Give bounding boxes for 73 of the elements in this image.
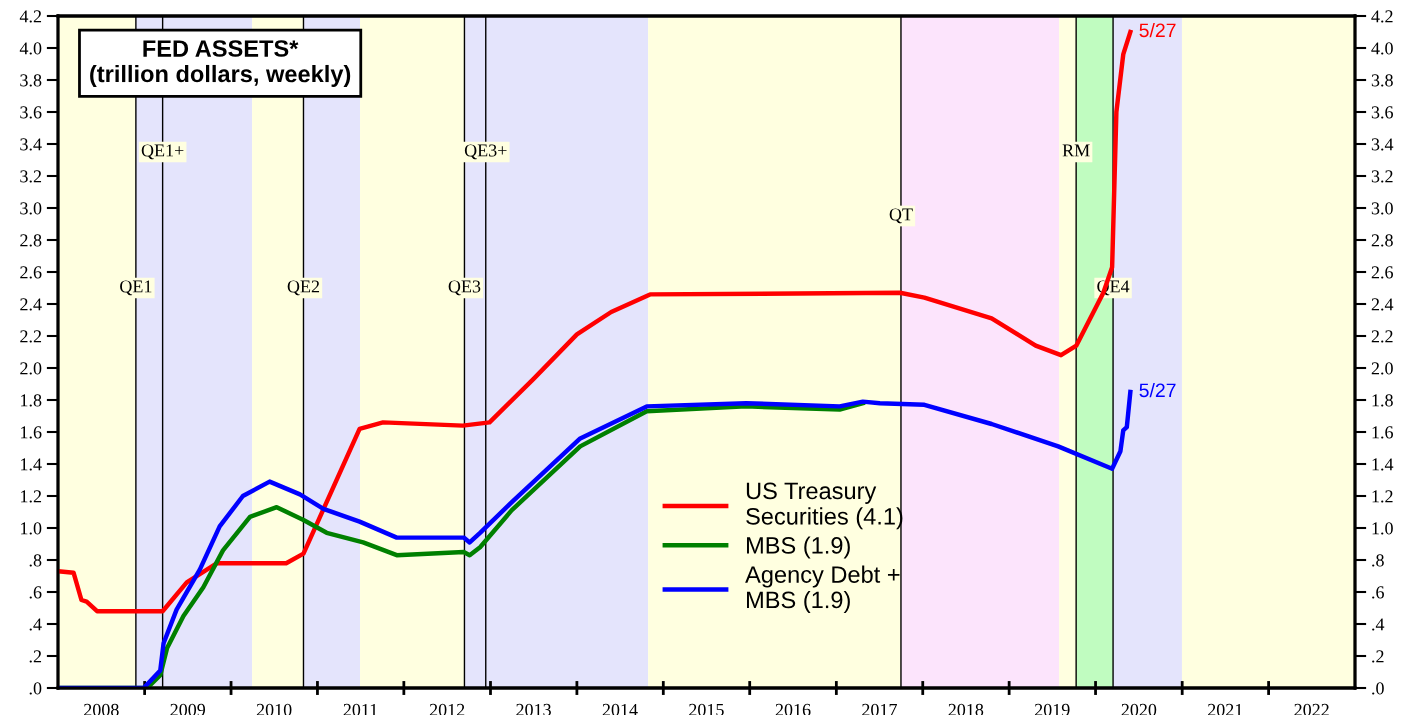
x-tick-label: 2017	[862, 703, 897, 715]
x-tick-label: 2016	[775, 703, 811, 715]
y-tick-label: 3.6	[20, 106, 42, 119]
ref-line-label: RM	[1062, 144, 1090, 157]
ref-line-label: QE2	[287, 280, 320, 296]
x-tick-label: 2008	[84, 703, 119, 715]
x-tick-label: 2010	[256, 703, 292, 715]
y2-tick-label: 3.4	[1371, 138, 1394, 151]
y-tick-label: .8	[29, 554, 42, 567]
y2-tick-label: .2	[1372, 650, 1384, 663]
annotation: 5/27	[1139, 22, 1176, 38]
y-tick-label: .0	[29, 682, 42, 695]
annotation: 5/27	[1139, 382, 1176, 398]
y-tick-label: 4.2	[19, 10, 42, 23]
ref-line-label: QE3+	[464, 144, 507, 160]
y-tick-label: .6	[29, 586, 42, 599]
y2-tick-label: 2.2	[1371, 330, 1393, 343]
y-tick-label: 2.0	[20, 362, 42, 375]
y2-tick-label: 4.2	[1371, 10, 1393, 23]
y-tick-label: 2.8	[20, 234, 42, 247]
y2-tick-label: 2.4	[1371, 298, 1394, 311]
y-tick-label: 1.2	[21, 490, 42, 503]
x-tick-label: 2020	[1121, 703, 1157, 715]
y2-tick-label: 1.8	[1372, 394, 1393, 407]
y2-tick-label: 1.2	[1372, 490, 1393, 503]
x-tick-label: 2015	[689, 703, 724, 715]
y-tick-label: 2.2	[20, 330, 42, 343]
y-tick-label: 3.0	[20, 202, 42, 215]
y-tick-label: .2	[29, 650, 42, 663]
y-tick-label: 3.8	[20, 74, 42, 87]
y-tick-label: 1.4	[21, 458, 42, 471]
line-series	[58, 29, 1133, 614]
x-tick-label: 2012	[429, 703, 465, 715]
x-tick-label: 2013	[516, 703, 551, 715]
y2-tick-label: 2.0	[1371, 362, 1393, 375]
y2-tick-label: 3.6	[1371, 106, 1393, 119]
x-tick-label: 2022	[1294, 703, 1329, 715]
x-tick-label: 2014	[602, 703, 638, 715]
y-tick-label: 3.4	[20, 138, 42, 151]
y2-tick-label: .6	[1372, 586, 1384, 599]
ref-line-label: QE1+	[141, 144, 184, 160]
y-tick-label: 1.0	[21, 522, 42, 535]
y-tick-label: .4	[29, 618, 42, 631]
x-tick-label: 2019	[1034, 703, 1070, 715]
ref-line-label: QE3	[448, 280, 481, 296]
x-tick-label: 2011	[343, 703, 378, 715]
y2-tick-label: 1.4	[1372, 458, 1394, 471]
x-tick-label: 2009	[170, 703, 206, 715]
y2-tick-label: .8	[1372, 554, 1384, 567]
y2-tick-label: 3.2	[1371, 170, 1393, 183]
ref-line-label: QE1	[120, 280, 152, 296]
y2-tick-label: 1.6	[1372, 426, 1393, 439]
y-tick-label: 3.2	[20, 170, 42, 183]
y-tick-label: 2.6	[20, 266, 42, 279]
x-tick-label: 2021	[1208, 703, 1243, 715]
legend-label: Agency Debt + MBS (1.9)	[745, 565, 900, 613]
text: FED ASSETS* (trillion dollars, weekly)	[90, 40, 351, 87]
ref-line-label: QT	[889, 208, 913, 224]
y2-tick-label: 3.0	[1371, 202, 1393, 215]
y2-tick-label: 2.8	[1371, 234, 1393, 247]
line-series	[58, 389, 1133, 688]
y2-tick-label: 4.0	[1371, 42, 1393, 55]
legend-label: MBS (1.9)	[747, 536, 850, 559]
x-tick-label: 2018	[948, 703, 984, 715]
y2-tick-label: .4	[1372, 618, 1385, 631]
y-tick-label: 1.6	[21, 426, 42, 439]
y2-tick-label: 1.0	[1372, 522, 1393, 535]
y2-tick-label: 3.8	[1371, 74, 1393, 87]
y-tick-label: 1.8	[21, 394, 42, 407]
y2-tick-label: 2.6	[1371, 266, 1393, 279]
y-tick-label: 2.4	[20, 298, 42, 311]
y2-tick-label: .0	[1372, 682, 1384, 695]
y-tick-label: 4.0	[19, 42, 42, 55]
